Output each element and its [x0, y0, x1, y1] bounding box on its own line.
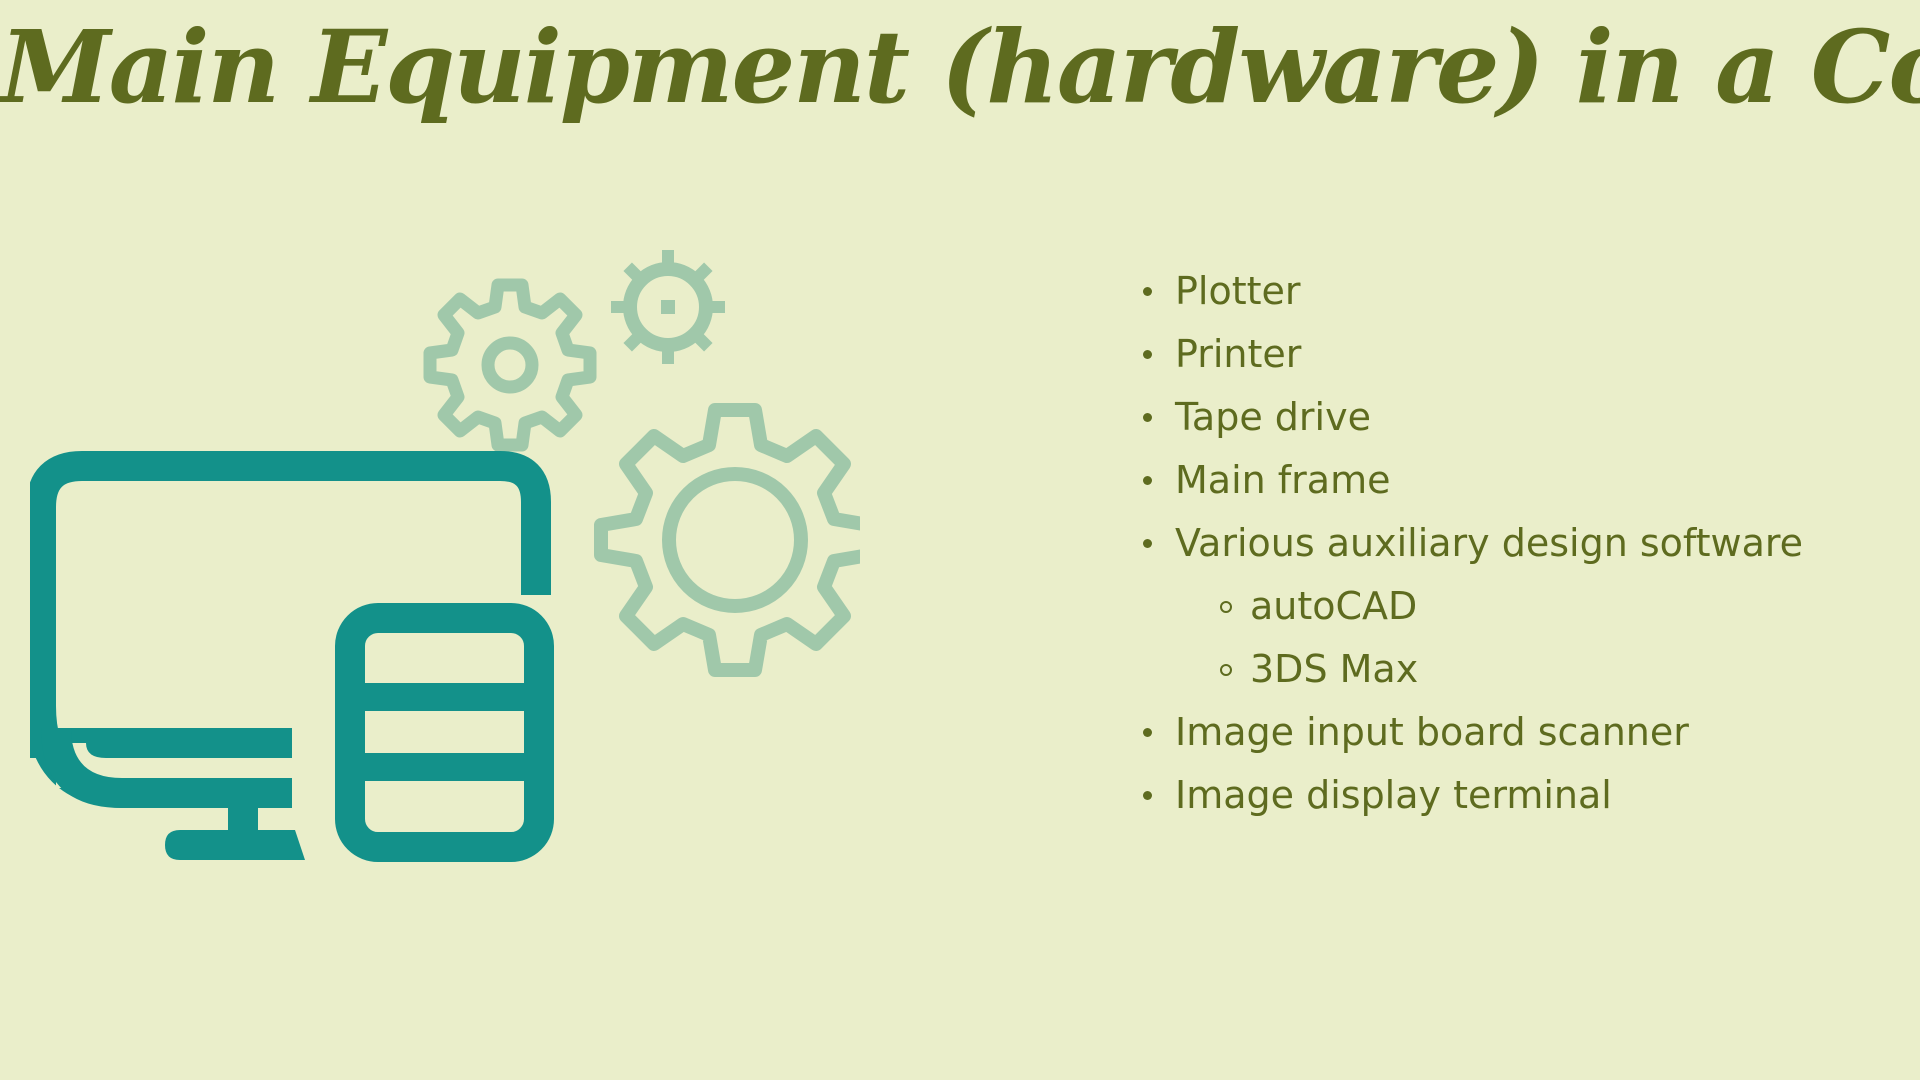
sub-list-item-label: autoCAD — [1250, 584, 1418, 628]
gear-icon — [611, 250, 725, 364]
list-item: Main frame — [1140, 449, 1880, 512]
list-item: Image input board scanner — [1140, 701, 1880, 764]
equipment-list-panel: Plotter Printer Tape drive Main frame Va… — [1140, 260, 1880, 860]
sub-list-item: 3DS Max — [1140, 638, 1880, 701]
hollow-bullet-icon — [1220, 664, 1232, 676]
bullet-icon — [1143, 287, 1152, 296]
equipment-list-continued: Image input board scanner Image display … — [1140, 701, 1880, 827]
bullet-icon — [1143, 350, 1152, 359]
gear-icon — [594, 403, 860, 677]
gear-icon — [423, 278, 597, 452]
list-item: Printer — [1140, 323, 1880, 386]
list-item: Image display terminal — [1140, 764, 1880, 827]
bullet-icon — [1143, 791, 1152, 800]
slide-title: Main Equipment (hardware) in a Computer — [0, 8, 1920, 126]
list-item-label: Tape drive — [1175, 395, 1371, 439]
list-item: Tape drive — [1140, 386, 1880, 449]
hardware-illustration — [30, 250, 860, 862]
list-item-label: Printer — [1175, 332, 1302, 376]
list-item-label: Image input board scanner — [1175, 710, 1689, 754]
list-item: Various auxiliary design software — [1140, 512, 1880, 575]
list-item-label: Image display terminal — [1175, 773, 1612, 817]
bullet-icon — [1143, 539, 1152, 548]
software-sub-list: autoCAD 3DS Max — [1140, 575, 1880, 701]
hollow-bullet-icon — [1220, 601, 1232, 613]
list-item: Plotter — [1140, 260, 1880, 323]
list-item-label: Various auxiliary design software — [1175, 521, 1804, 565]
list-item-label: Main frame — [1175, 458, 1391, 502]
bullet-icon — [1143, 413, 1152, 422]
list-item-label: Plotter — [1175, 269, 1301, 313]
mobile-tablet-icon — [335, 603, 554, 862]
sub-list-item-label: 3DS Max — [1250, 647, 1419, 691]
bullet-icon — [1143, 728, 1152, 737]
bullet-icon — [1143, 476, 1152, 485]
equipment-list: Plotter Printer Tape drive Main frame Va… — [1140, 260, 1880, 575]
sub-list-item: autoCAD — [1140, 575, 1880, 638]
